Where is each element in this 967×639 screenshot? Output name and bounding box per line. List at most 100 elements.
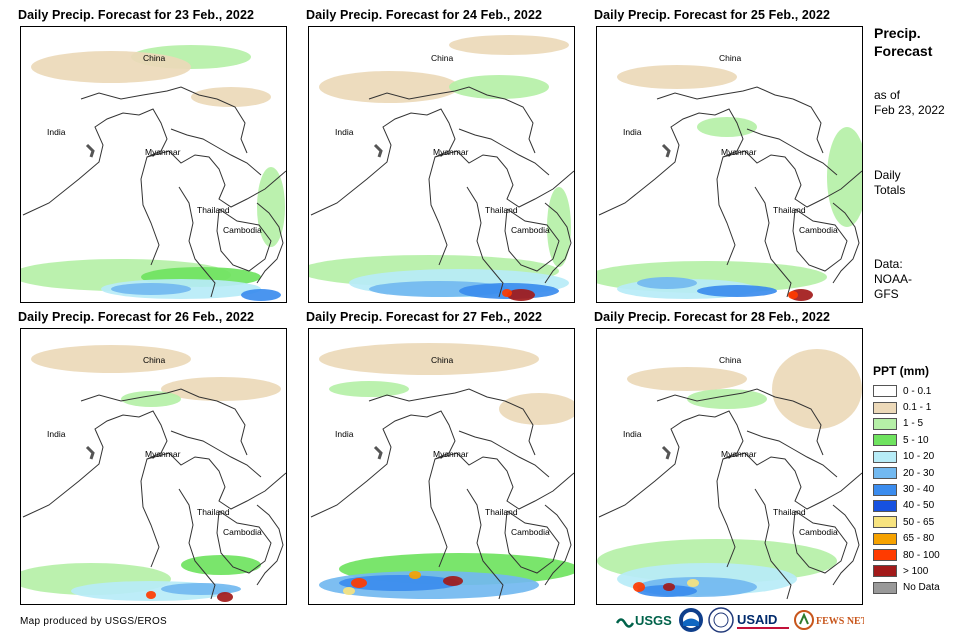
usgs-logo-mark: USGS xyxy=(616,613,672,628)
country-border xyxy=(544,504,572,586)
map-label-cambodia: Cambodia xyxy=(799,527,838,537)
precip-blob xyxy=(181,555,261,575)
country-border xyxy=(656,86,794,100)
legend-label: 30 - 40 xyxy=(903,484,935,496)
precip-blob xyxy=(217,592,233,602)
legend-swatch xyxy=(873,549,897,562)
legend-swatch xyxy=(873,516,897,529)
country-border xyxy=(368,86,506,100)
precip-field xyxy=(21,345,281,602)
country-border xyxy=(466,488,504,600)
as-of-date: as of Feb 23, 2022 xyxy=(874,88,945,118)
map-label-china: China xyxy=(719,355,741,365)
country-border xyxy=(434,452,574,510)
precip-blob xyxy=(257,167,285,247)
precip-map-canvas: China India Myanmar Thailand Cambodia xyxy=(21,45,286,301)
legend-swatch xyxy=(873,499,897,512)
country-border xyxy=(310,108,456,266)
country-border xyxy=(458,128,550,176)
legend-swatch xyxy=(873,467,897,480)
country-border xyxy=(216,98,248,154)
precip-field xyxy=(21,45,285,301)
legend-title: PPT (mm) xyxy=(873,364,930,378)
map-label-cambodia: Cambodia xyxy=(223,527,262,537)
delta-coast xyxy=(85,445,95,460)
precip-blob xyxy=(617,65,737,89)
map-label-thailand: Thailand xyxy=(197,205,230,215)
country-border xyxy=(746,430,838,478)
precip-blob xyxy=(329,381,409,397)
country-border xyxy=(178,186,216,298)
legend-label: > 100 xyxy=(903,565,929,577)
country-border xyxy=(792,208,848,272)
as-of-label: as of xyxy=(874,88,901,102)
country-border xyxy=(310,410,456,568)
daily-totals-line: Totals xyxy=(874,183,906,197)
precip-blob xyxy=(772,349,862,429)
as-of-value: Feb 23, 2022 xyxy=(874,103,945,117)
sidebar-title-line: Precip. xyxy=(874,25,921,41)
map-label-cambodia: Cambodia xyxy=(511,527,550,537)
usaid-logo-mark: USAID xyxy=(737,612,789,629)
country-border xyxy=(216,510,272,574)
country-border xyxy=(170,430,262,478)
country-borders xyxy=(22,86,286,298)
country-border xyxy=(792,510,848,574)
legend-item: 5 - 10 xyxy=(873,432,940,448)
delta-coast xyxy=(661,143,671,158)
precip-blob xyxy=(443,576,463,586)
legend-label: 50 - 65 xyxy=(903,516,935,528)
precip-blob xyxy=(351,578,367,588)
country-borders xyxy=(310,388,574,600)
delta-coast xyxy=(373,143,383,158)
precip-map-canvas: China India Myanmar Thailand Cambodia xyxy=(597,53,862,301)
map-label-cambodia: Cambodia xyxy=(223,225,262,235)
precip-blob xyxy=(241,289,281,301)
precip-map: China India Myanmar Thailand Cambodia xyxy=(596,328,863,605)
data-source-note: Data: NOAA- GFS xyxy=(874,257,912,302)
legend-swatch xyxy=(873,385,897,398)
legend-item: No Data xyxy=(873,580,940,596)
panel-title: Daily Precip. Forecast for 28 Feb., 2022 xyxy=(594,310,831,324)
precip-map: China India Myanmar Thailand Cambodia xyxy=(308,26,575,303)
precip-blob xyxy=(547,187,571,267)
map-label-cambodia: Cambodia xyxy=(511,225,550,235)
country-border xyxy=(656,388,794,402)
legend-label: 0.1 - 1 xyxy=(903,402,932,414)
map-label-india: India xyxy=(335,127,354,137)
country-border xyxy=(256,504,284,586)
legend-item: 1 - 5 xyxy=(873,416,940,432)
us-seal-emblem xyxy=(708,607,734,633)
precip-blob xyxy=(637,585,697,597)
legend-label: 1 - 5 xyxy=(903,418,924,430)
map-label-india: India xyxy=(623,429,642,439)
sidebar-title: Precip. Forecast xyxy=(874,24,932,60)
country-borders xyxy=(598,86,862,298)
map-label-myanmar: Myanmar xyxy=(145,147,181,157)
precip-blob xyxy=(343,587,355,595)
precip-blob xyxy=(697,117,757,137)
legend-item: 65 - 80 xyxy=(873,531,940,547)
country-border xyxy=(792,400,824,456)
country-border xyxy=(754,186,792,298)
map-label-cambodia: Cambodia xyxy=(799,225,838,235)
map-label-myanmar: Myanmar xyxy=(721,449,757,459)
legend-swatch xyxy=(873,401,897,414)
sidebar-title-line: Forecast xyxy=(874,43,933,59)
country-border xyxy=(466,186,504,298)
delta-coast xyxy=(373,445,383,460)
precip-field xyxy=(597,65,862,301)
map-label-myanmar: Myanmar xyxy=(433,147,469,157)
usgs-logo: USGS xyxy=(616,606,676,634)
precip-field xyxy=(597,349,862,597)
precip-blob xyxy=(409,571,421,579)
us-seal-logo xyxy=(708,606,734,634)
legend-item: 30 - 40 xyxy=(873,481,940,497)
precip-blob xyxy=(191,87,271,107)
legend-swatch xyxy=(873,450,897,463)
country-border xyxy=(22,108,168,266)
legend-label: 5 - 10 xyxy=(903,434,929,446)
country-border xyxy=(792,98,824,154)
country-border xyxy=(544,202,572,284)
map-label-thailand: Thailand xyxy=(773,205,806,215)
